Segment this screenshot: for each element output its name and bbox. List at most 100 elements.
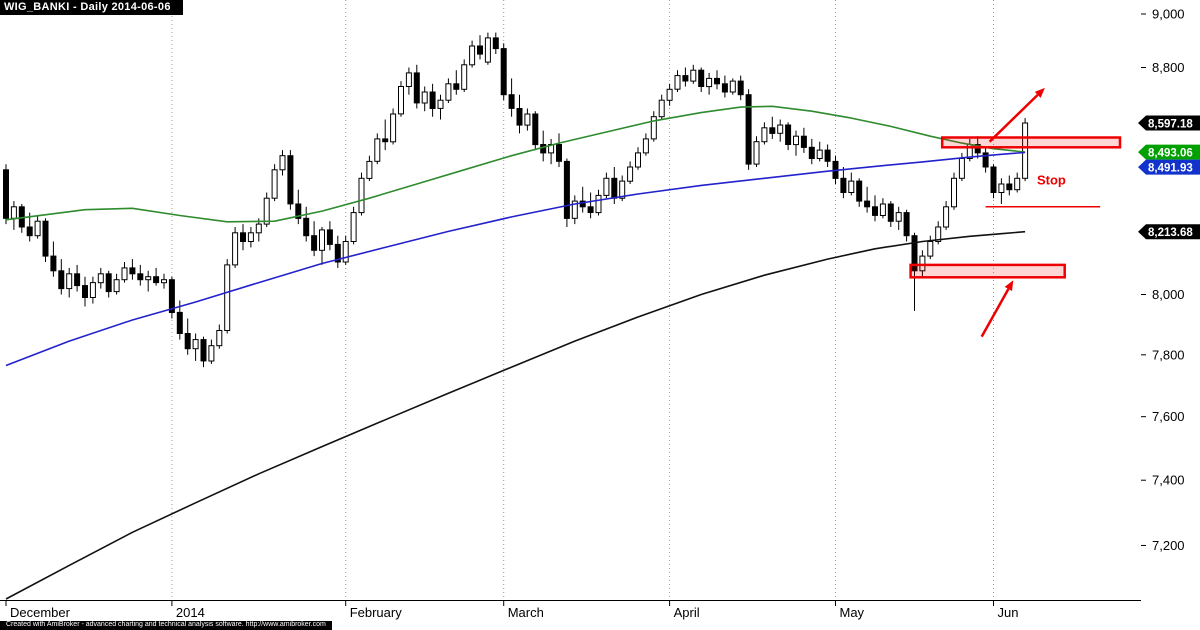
candle [769, 116, 776, 139]
candle [429, 83, 436, 117]
candle [524, 108, 531, 131]
candle [556, 133, 562, 167]
candle [982, 147, 989, 173]
candle [10, 201, 17, 230]
candle [484, 32, 491, 65]
candle [168, 276, 175, 319]
candle [382, 119, 389, 151]
candle [627, 161, 634, 184]
candle [421, 86, 428, 112]
candle [682, 67, 689, 87]
support-box [909, 263, 1066, 279]
candle [413, 64, 420, 109]
candle [1014, 172, 1021, 193]
candle [785, 122, 792, 151]
price-callout-label: 8,597.18 [1148, 119, 1193, 131]
candle [650, 111, 657, 142]
support-arrow-icon [980, 280, 1014, 338]
candle [690, 64, 697, 84]
candle [97, 267, 104, 289]
candle [390, 108, 397, 145]
x-axis-label: Jun [998, 605, 1019, 620]
candle [532, 111, 539, 151]
candle [398, 81, 404, 117]
candle [706, 72, 713, 95]
candle [208, 339, 215, 364]
candle [816, 141, 823, 162]
candle [295, 189, 302, 225]
candle [603, 172, 610, 199]
candle [800, 127, 807, 153]
candle [366, 155, 373, 182]
candle [334, 235, 341, 268]
candle [279, 150, 286, 176]
candle [271, 164, 278, 202]
candle [500, 43, 507, 101]
stop-label: Stop [1037, 173, 1066, 188]
candle [919, 250, 926, 277]
candle [469, 40, 476, 68]
candle [761, 122, 768, 145]
breakout-arrow-icon [988, 87, 1045, 143]
candle [34, 215, 41, 239]
price-callouts: 8,597.18 8,493.06 8,491.93 8,213.68 [1138, 115, 1200, 240]
candle [137, 264, 144, 286]
y-axis-label: 7,400 [1152, 473, 1185, 488]
candle [82, 276, 88, 307]
candle [358, 172, 365, 216]
candle [840, 167, 847, 199]
candle [793, 130, 799, 156]
candle [453, 70, 460, 95]
candle [903, 209, 910, 242]
candle [579, 186, 586, 213]
candle [635, 147, 641, 170]
resistance-box [940, 136, 1122, 149]
candle [508, 78, 515, 117]
x-axis-label: April [674, 605, 700, 620]
price-callout [1138, 159, 1200, 175]
candle [232, 227, 239, 268]
price-callout-label: 8,493.06 [1148, 148, 1193, 160]
candle [777, 119, 784, 142]
candle [477, 35, 483, 60]
candle [943, 201, 950, 230]
candle [224, 259, 231, 334]
candle [192, 333, 199, 361]
chart-title: WIG_BANKI - Daily 2014-06-06 [0, 0, 183, 15]
candle [998, 178, 1005, 204]
candle [666, 83, 673, 106]
candle [303, 206, 310, 242]
price-callout [1138, 115, 1200, 131]
candle [311, 221, 318, 257]
candle [927, 235, 934, 260]
candle [200, 336, 207, 368]
y-axis: 9,000 8,800 8,000 7,800 7,600 7,400 7,200 [1141, 6, 1185, 553]
candle [698, 67, 705, 92]
x-axis-label: February [350, 605, 403, 620]
candle [405, 67, 412, 95]
candle [674, 70, 681, 92]
x-axis-label: March [508, 605, 544, 620]
candle [342, 235, 349, 265]
x-axis-label: May [840, 605, 865, 620]
candle [145, 270, 152, 292]
candle [737, 75, 744, 101]
candle [951, 172, 957, 210]
candle [326, 221, 333, 251]
watermark-bar: Created with AmiBroker - advanced charti… [0, 621, 332, 630]
candle [153, 267, 160, 286]
candle [872, 195, 878, 222]
y-axis-label: 8,000 [1152, 287, 1185, 302]
candle [492, 32, 499, 54]
candle [121, 262, 128, 283]
candle [808, 138, 815, 165]
candles-layer [3, 32, 1029, 368]
candle [50, 241, 57, 277]
candle [879, 198, 886, 219]
y-axis-label: 9,000 [1152, 6, 1185, 21]
price-callout-label: 8,213.68 [1148, 227, 1193, 239]
candle [642, 133, 649, 156]
candle [571, 195, 578, 225]
